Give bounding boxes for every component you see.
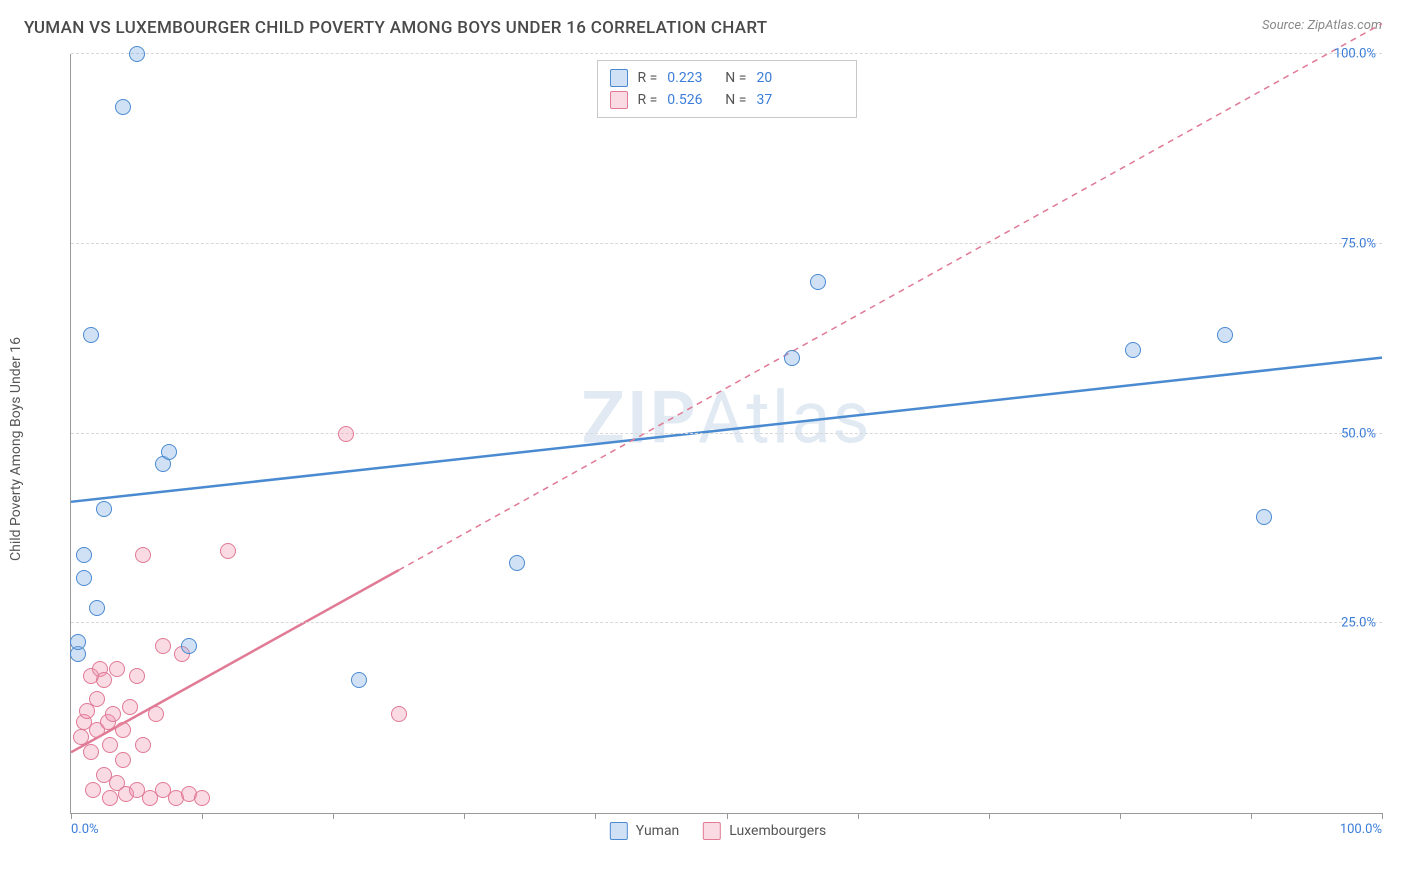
scatter-point-yuman <box>96 501 112 517</box>
r-value-yuman: 0.223 <box>667 70 715 86</box>
scatter-point-luxembourgers <box>96 672 112 688</box>
source-attribution: Source: ZipAtlas.com <box>1262 18 1382 33</box>
x-tick <box>71 813 72 819</box>
watermark: ZIPAtlas <box>581 376 871 461</box>
scatter-point-yuman <box>76 547 92 563</box>
gridline-h <box>71 622 1382 623</box>
scatter-point-luxembourgers <box>102 790 118 806</box>
scatter-point-luxembourgers <box>194 790 210 806</box>
trend-lines-svg <box>71 54 1382 813</box>
y-tick-label: 100.0% <box>1334 47 1376 62</box>
scatter-point-luxembourgers <box>89 691 105 707</box>
y-tick-label: 75.0% <box>1341 236 1376 251</box>
gridline-h <box>71 243 1382 244</box>
scatter-point-yuman <box>115 99 131 115</box>
x-tick-label: 0.0% <box>71 822 99 837</box>
n-value-yuman: 20 <box>756 70 804 86</box>
x-tick <box>858 813 859 819</box>
plot-area: ZIPAtlas R = 0.223 N = 20 R = 0.526 N = … <box>70 54 1382 814</box>
scatter-point-yuman <box>76 570 92 586</box>
scatter-point-yuman <box>1125 342 1141 358</box>
legend-label-yuman: Yuman <box>636 823 679 839</box>
scatter-point-yuman <box>161 444 177 460</box>
scatter-point-luxembourgers <box>73 729 89 745</box>
scatter-point-yuman <box>1217 327 1233 343</box>
gridline-h <box>71 433 1382 434</box>
x-tick <box>989 813 990 819</box>
scatter-point-luxembourgers <box>115 752 131 768</box>
x-tick <box>464 813 465 819</box>
chart-container: Child Poverty Among Boys Under 16 ZIPAtl… <box>54 54 1382 844</box>
scatter-point-yuman <box>129 46 145 62</box>
n-value-lux: 37 <box>756 92 804 108</box>
scatter-point-yuman <box>83 327 99 343</box>
x-tick <box>1120 813 1121 819</box>
y-tick-label: 50.0% <box>1341 426 1376 441</box>
swatch-lux-icon <box>610 91 628 109</box>
scatter-point-yuman <box>181 638 197 654</box>
scatter-point-luxembourgers <box>115 722 131 738</box>
trend-line <box>399 24 1382 570</box>
y-tick-label: 25.0% <box>1341 616 1376 631</box>
scatter-point-luxembourgers <box>83 744 99 760</box>
legend-stats-row-lux: R = 0.526 N = 37 <box>610 89 844 111</box>
n-label: N = <box>725 92 746 108</box>
source-prefix: Source: <box>1262 18 1307 33</box>
x-tick <box>202 813 203 819</box>
scatter-point-luxembourgers <box>338 426 354 442</box>
n-label: N = <box>725 70 746 86</box>
scatter-point-yuman <box>810 274 826 290</box>
scatter-point-yuman <box>89 600 105 616</box>
x-tick <box>333 813 334 819</box>
scatter-point-luxembourgers <box>135 547 151 563</box>
swatch-lux-icon <box>703 822 721 840</box>
swatch-yuman-icon <box>610 822 628 840</box>
x-tick <box>595 813 596 819</box>
x-tick <box>727 813 728 819</box>
scatter-point-yuman <box>784 350 800 366</box>
scatter-point-luxembourgers <box>148 706 164 722</box>
legend-item-lux: Luxembourgers <box>703 822 826 840</box>
scatter-point-yuman <box>70 634 86 650</box>
scatter-point-luxembourgers <box>122 699 138 715</box>
chart-title: YUMAN VS LUXEMBOURGER CHILD POVERTY AMON… <box>24 18 767 38</box>
x-tick <box>1382 813 1383 819</box>
scatter-point-luxembourgers <box>391 706 407 722</box>
watermark-zip: ZIP <box>581 376 697 461</box>
x-tick <box>1251 813 1252 819</box>
legend-stats: R = 0.223 N = 20 R = 0.526 N = 37 <box>597 60 857 118</box>
scatter-point-luxembourgers <box>109 661 125 677</box>
scatter-point-luxembourgers <box>129 668 145 684</box>
legend-stats-row-yuman: R = 0.223 N = 20 <box>610 67 844 89</box>
scatter-point-luxembourgers <box>220 543 236 559</box>
scatter-point-luxembourgers <box>102 737 118 753</box>
legend-series: Yuman Luxembourgers <box>610 822 826 840</box>
x-tick-label: 100.0% <box>1340 822 1382 837</box>
scatter-point-yuman <box>509 555 525 571</box>
r-value-lux: 0.526 <box>667 92 715 108</box>
scatter-point-luxembourgers <box>135 737 151 753</box>
swatch-yuman-icon <box>610 69 628 87</box>
trend-line <box>71 358 1382 502</box>
scatter-point-luxembourgers <box>85 782 101 798</box>
scatter-point-luxembourgers <box>155 638 171 654</box>
source-name: ZipAtlas.com <box>1307 18 1382 33</box>
r-label: R = <box>638 70 658 86</box>
y-axis-label: Child Poverty Among Boys Under 16 <box>8 337 24 561</box>
gridline-h <box>71 53 1382 54</box>
scatter-point-yuman <box>351 672 367 688</box>
chart-header: YUMAN VS LUXEMBOURGER CHILD POVERTY AMON… <box>0 0 1406 38</box>
r-label: R = <box>638 92 658 108</box>
watermark-atlas: Atlas <box>698 376 872 461</box>
scatter-point-luxembourgers <box>105 706 121 722</box>
legend-label-lux: Luxembourgers <box>729 823 826 839</box>
legend-item-yuman: Yuman <box>610 822 679 840</box>
scatter-point-yuman <box>1256 509 1272 525</box>
